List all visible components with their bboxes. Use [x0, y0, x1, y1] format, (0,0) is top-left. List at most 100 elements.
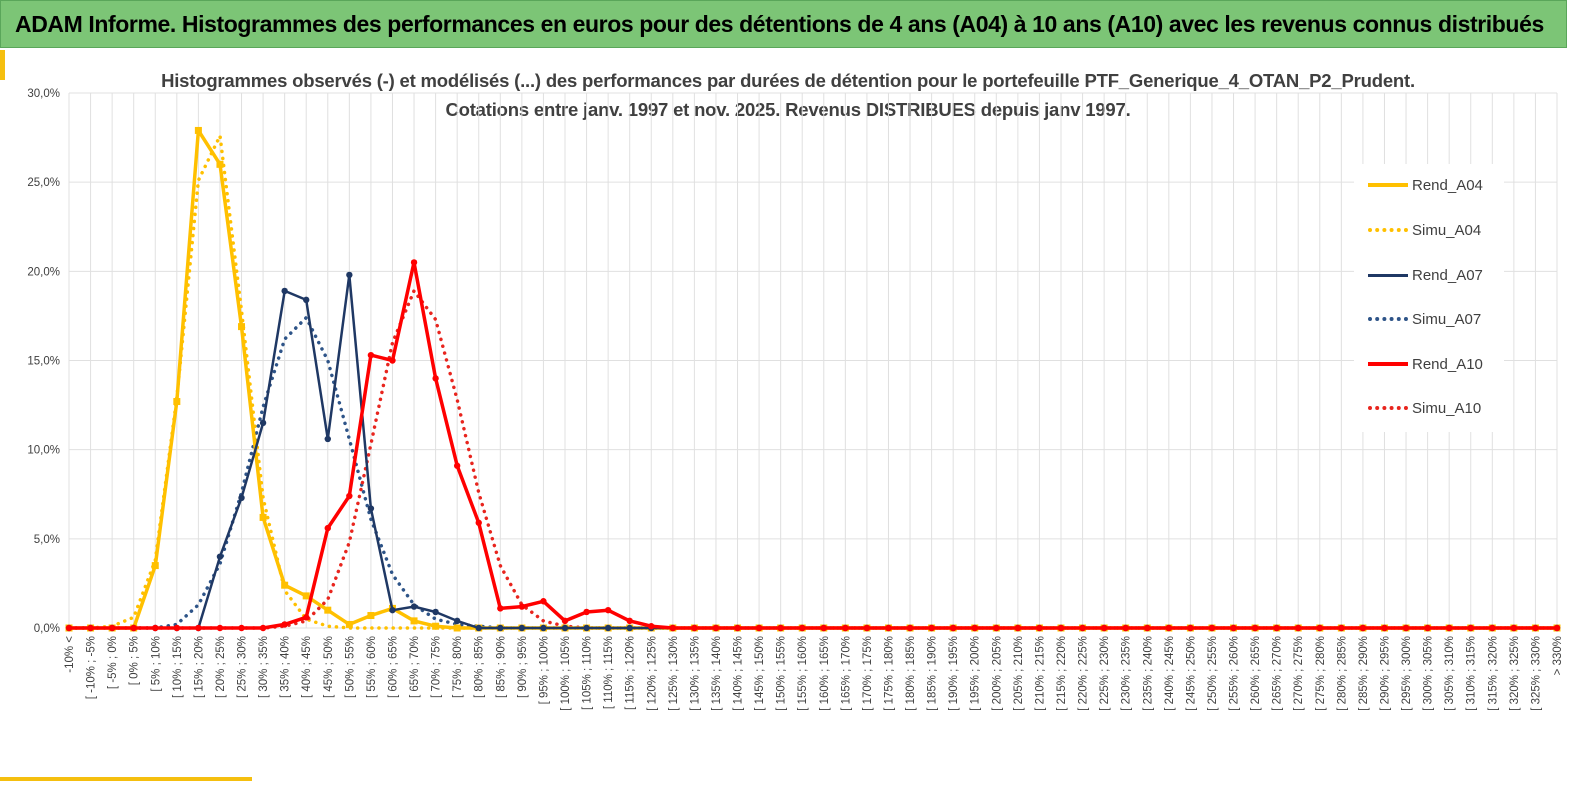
legend-item-rend-a10: Rend_A10 [1368, 354, 1483, 374]
data-point [1230, 624, 1237, 632]
x-tick-label: [ 260% ; 265% [1250, 636, 1262, 711]
x-tick-label: [ 100% ; 105% [560, 636, 572, 711]
data-point [65, 624, 73, 632]
x-tick-label: [ 215% ; 220% [1056, 636, 1068, 711]
data-point [1402, 624, 1410, 632]
data-point [324, 524, 331, 532]
data-point [1057, 624, 1065, 632]
data-point [949, 624, 957, 632]
x-tick-label: [ 255% ; 260% [1229, 636, 1241, 711]
x-tick-label: [ 10% ; 15% [172, 636, 184, 698]
data-point [152, 624, 159, 632]
x-tick-label: [ -5% ; 0% [107, 636, 119, 689]
x-tick-label: [ 0% ; 5% [129, 636, 141, 685]
legend-label: Simu_A07 [1412, 310, 1482, 328]
x-tick-label: [ 60% ; 65% [387, 636, 399, 698]
series-line [69, 128, 1557, 630]
data-point [195, 624, 202, 632]
x-tick-label: [ 200% ; 205% [991, 636, 1003, 711]
data-point [906, 624, 914, 632]
data-point [151, 562, 159, 570]
data-point [173, 398, 181, 406]
x-tick-label: [ 230% ; 235% [1121, 636, 1133, 711]
x-axis-tick-labels: -10% < [ -10% ; -5% [ -5% ; 0% [ 0% ; 5% [ 5… [64, 636, 1564, 711]
legend-swatch [1368, 183, 1408, 187]
data-point [1510, 624, 1518, 632]
series-simu-a07 [67, 315, 1559, 630]
data-point [216, 624, 224, 632]
x-tick-label: [ 140% ; 145% [733, 636, 745, 711]
data-point [626, 624, 633, 632]
legend-label: Rend_A04 [1412, 176, 1483, 194]
data-point [1316, 624, 1323, 632]
x-tick-label: [ 145% ; 150% [754, 636, 766, 711]
x-tick-label: [ 25% ; 30% [237, 636, 249, 698]
x-tick-label: [ 20% ; 25% [215, 636, 227, 698]
data-point [1187, 624, 1194, 632]
series-simu-a10 [67, 289, 1559, 630]
data-point [1424, 624, 1431, 632]
legend-label: Rend_A10 [1412, 355, 1483, 373]
chart-title-line-1: Histogrammes observés (-) et modélisés (… [161, 70, 1415, 91]
data-point [453, 462, 461, 469]
data-point [367, 612, 375, 620]
data-point [604, 624, 612, 632]
x-tick-label: [ 95% ; 100% [538, 636, 550, 704]
legend-swatch [1368, 406, 1408, 410]
legend-swatch [1368, 273, 1408, 277]
y-tick-label: 10,0% [27, 445, 60, 457]
data-point [1381, 624, 1388, 632]
x-tick-label: [ 190% ; 195% [948, 636, 960, 711]
data-point [971, 624, 978, 632]
data-point [885, 624, 892, 632]
data-point [453, 624, 461, 632]
x-tick-label: [ 285% ; 290% [1358, 636, 1370, 711]
legend-swatch [1368, 317, 1408, 321]
x-tick-label: [ 275% ; 280% [1315, 636, 1327, 711]
x-tick-label: [ 180% ; 185% [905, 636, 917, 711]
legend-label: Simu_A04 [1412, 221, 1482, 239]
x-tick-label: [ 290% ; 295% [1379, 636, 1391, 711]
data-point [1251, 624, 1259, 632]
data-point [259, 419, 267, 427]
data-point [367, 351, 375, 359]
x-tick-label: [ 175% ; 180% [883, 636, 895, 711]
x-tick-label: [ 295% ; 300% [1401, 636, 1413, 711]
x-tick-label: [ 305% ; 310% [1444, 636, 1456, 711]
x-tick-label: [ 240% ; 245% [1164, 636, 1176, 711]
data-point [432, 622, 440, 630]
data-point [367, 505, 375, 512]
data-point [1489, 624, 1496, 632]
data-point [583, 624, 590, 632]
x-tick-label: -10% < [64, 636, 76, 673]
data-point [1467, 624, 1474, 632]
x-tick-label: [ 160% ; 165% [819, 636, 831, 711]
data-point [410, 603, 418, 610]
data-point [302, 592, 310, 600]
legend-label: Simu_A10 [1412, 399, 1482, 417]
x-tick-label: [ 105% ; 110% [582, 636, 594, 710]
data-point [669, 624, 677, 632]
legend-label: Rend_A07 [1412, 266, 1483, 284]
data-point [1100, 624, 1108, 632]
data-point [540, 624, 547, 632]
x-tick-label: [ 280% ; 285% [1336, 636, 1348, 711]
legend-item-rend-a07: Rend_A07 [1368, 265, 1483, 285]
x-tick-label: > 330% [1552, 636, 1564, 675]
x-tick-label: [ 30% ; 35% [258, 636, 270, 698]
x-tick-label: [ 300% ; 305% [1423, 636, 1435, 711]
x-tick-label: [ 85% ; 90% [495, 636, 507, 698]
data-point [712, 624, 720, 632]
data-point [238, 494, 245, 502]
x-tick-label: [ 75% ; 80% [452, 636, 464, 698]
chart-title-line-2: Cotations entre janv. 1997 et nov. 2025.… [445, 99, 1131, 120]
data-point [259, 513, 267, 521]
series-rend-a07 [65, 271, 1561, 632]
x-tick-label: [ 250% ; 255% [1207, 636, 1219, 711]
chart-title: Histogrammes observés (-) et modélisés (… [100, 66, 1476, 124]
data-point [475, 624, 482, 632]
x-tick-label: [ 185% ; 190% [927, 636, 939, 711]
data-point [604, 606, 612, 614]
data-point [820, 624, 827, 632]
data-point [216, 160, 224, 168]
